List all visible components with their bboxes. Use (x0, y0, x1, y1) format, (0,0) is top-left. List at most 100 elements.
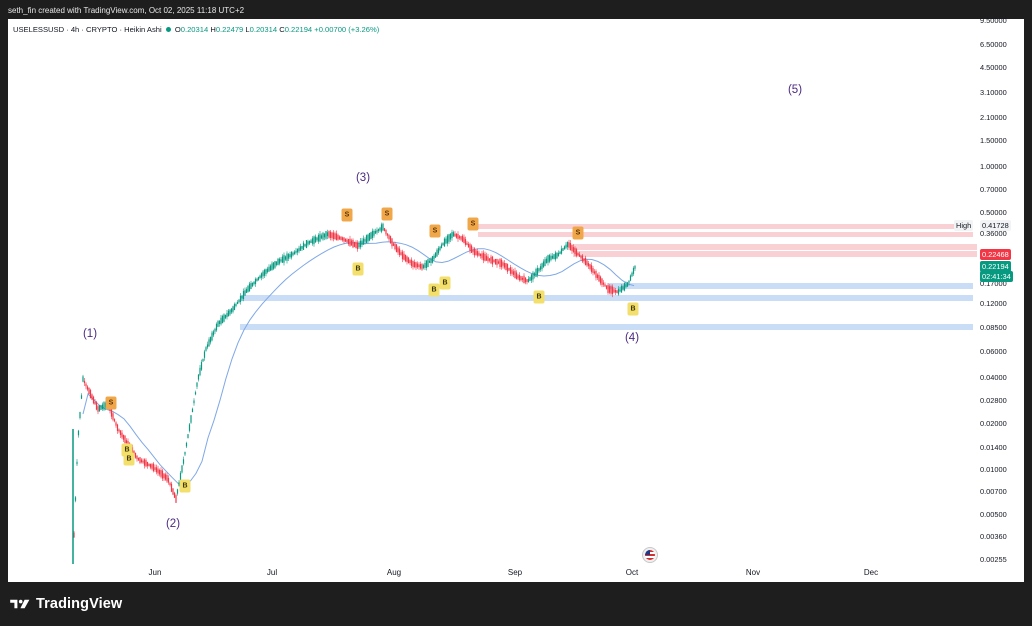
candle-body (334, 233, 336, 240)
candle-body (229, 309, 231, 315)
candle-body (490, 256, 492, 264)
candle-body (611, 286, 614, 295)
sell-signal-marker[interactable]: S (105, 396, 117, 410)
candle-body (535, 269, 537, 277)
candle-body (394, 243, 396, 250)
candle-body (322, 232, 324, 240)
candle-body (194, 392, 197, 395)
candle-body (419, 264, 422, 269)
candle-body (493, 259, 495, 263)
tradingview-brand[interactable]: TradingView (10, 594, 122, 614)
candle-body (298, 247, 300, 252)
candle-body (473, 248, 476, 256)
candle-body (580, 255, 582, 259)
sell-signal-marker[interactable]: S (572, 226, 584, 240)
chart-pane[interactable]: USELESSUSD · 4h · CRYPTO · Heikin Ashi O… (8, 16, 1024, 582)
candle-body (140, 459, 143, 463)
candle-body (536, 267, 539, 276)
high-value: 0.22479 (215, 25, 244, 34)
candle-body (100, 405, 102, 410)
candle-body (88, 387, 90, 395)
candle-body (475, 250, 477, 255)
candle-body (451, 231, 453, 239)
y-axis-label: 2.10000 (980, 113, 1007, 122)
buy-signal-marker[interactable]: B (627, 302, 639, 316)
high-price-label: High (954, 220, 974, 231)
candle-body (73, 532, 75, 538)
buy-signal-marker[interactable]: B (428, 283, 440, 297)
candle-body (362, 238, 365, 245)
y-axis-label: 0.00500 (980, 510, 1007, 519)
buy-signal-marker[interactable]: B (533, 290, 545, 304)
candle-body (331, 232, 333, 239)
candle-body (146, 461, 149, 467)
candle-body (325, 231, 327, 239)
candle-body (448, 234, 450, 242)
candle-body (346, 239, 348, 243)
buy-signal-marker[interactable]: B (352, 262, 364, 276)
candle-body (566, 242, 569, 248)
sell-signal-marker[interactable]: S (341, 208, 353, 222)
change-value: +0.00700 (+3.26%) (314, 25, 380, 34)
candle-body (586, 260, 588, 266)
sell-signal-marker[interactable]: S (467, 217, 479, 231)
symbol-legend[interactable]: USELESSUSD · 4h · CRYPTO · Heikin Ashi O… (13, 25, 379, 34)
candle-body (457, 233, 459, 240)
candle-body (421, 263, 423, 270)
candle-body (79, 412, 81, 418)
candle-body (415, 262, 417, 268)
candle-body (556, 252, 558, 259)
y-axis-label: 0.17000 (980, 279, 1007, 288)
price-chart-plot[interactable] (8, 19, 1024, 582)
y-axis-label: 0.02800 (980, 396, 1007, 405)
candle-body (161, 470, 164, 479)
symbol-title[interactable]: USELESSUSD · 4h · CRYPTO · Heikin Ashi (13, 25, 162, 34)
sell-signal-marker[interactable]: S (429, 224, 441, 238)
candle-body (377, 229, 380, 232)
buy-signal-marker[interactable]: B (123, 452, 135, 466)
candle-body (353, 241, 356, 247)
buy-signal-marker[interactable]: B (439, 276, 451, 290)
candle-body (341, 237, 344, 241)
candle-body (533, 273, 536, 276)
candle-body (575, 249, 578, 256)
candle-body (80, 395, 83, 399)
candle-body (323, 233, 326, 238)
candle-body (632, 268, 635, 274)
candle-body (464, 239, 467, 245)
candle-body (193, 400, 195, 404)
candle-body (542, 261, 545, 268)
candle-body (247, 286, 249, 292)
us-flag-news-icon[interactable] (642, 547, 658, 563)
buy-signal-marker[interactable]: B (179, 479, 191, 493)
candle-body (82, 376, 84, 382)
candle-body (416, 263, 419, 268)
candle-body (317, 234, 320, 242)
candle-body (77, 430, 80, 436)
candle-body (364, 239, 366, 242)
candle-body (460, 236, 462, 240)
candle-body (160, 470, 162, 477)
candle-body (257, 277, 260, 280)
candle-body (326, 232, 329, 237)
candle-body (455, 233, 458, 238)
candle-body (343, 237, 345, 242)
candle-body (349, 238, 351, 246)
buy-signal-marker[interactable]: B (121, 443, 133, 457)
candle-body (388, 235, 390, 240)
open-value: 0.20314 (180, 25, 209, 34)
candle-body (520, 276, 522, 281)
candle-body (550, 255, 552, 260)
y-axis-label: 0.00360 (980, 532, 1007, 541)
candle-body (532, 272, 534, 280)
candle-body (383, 228, 386, 231)
candle-body (433, 255, 435, 260)
candle-body (563, 246, 566, 250)
candle-body (218, 321, 221, 324)
sell-signal-marker[interactable]: S (381, 207, 393, 221)
candle-body (272, 262, 275, 269)
candle-body (262, 271, 264, 277)
candle-body (547, 255, 549, 263)
candle-body (370, 232, 372, 239)
candle-body (410, 259, 413, 266)
